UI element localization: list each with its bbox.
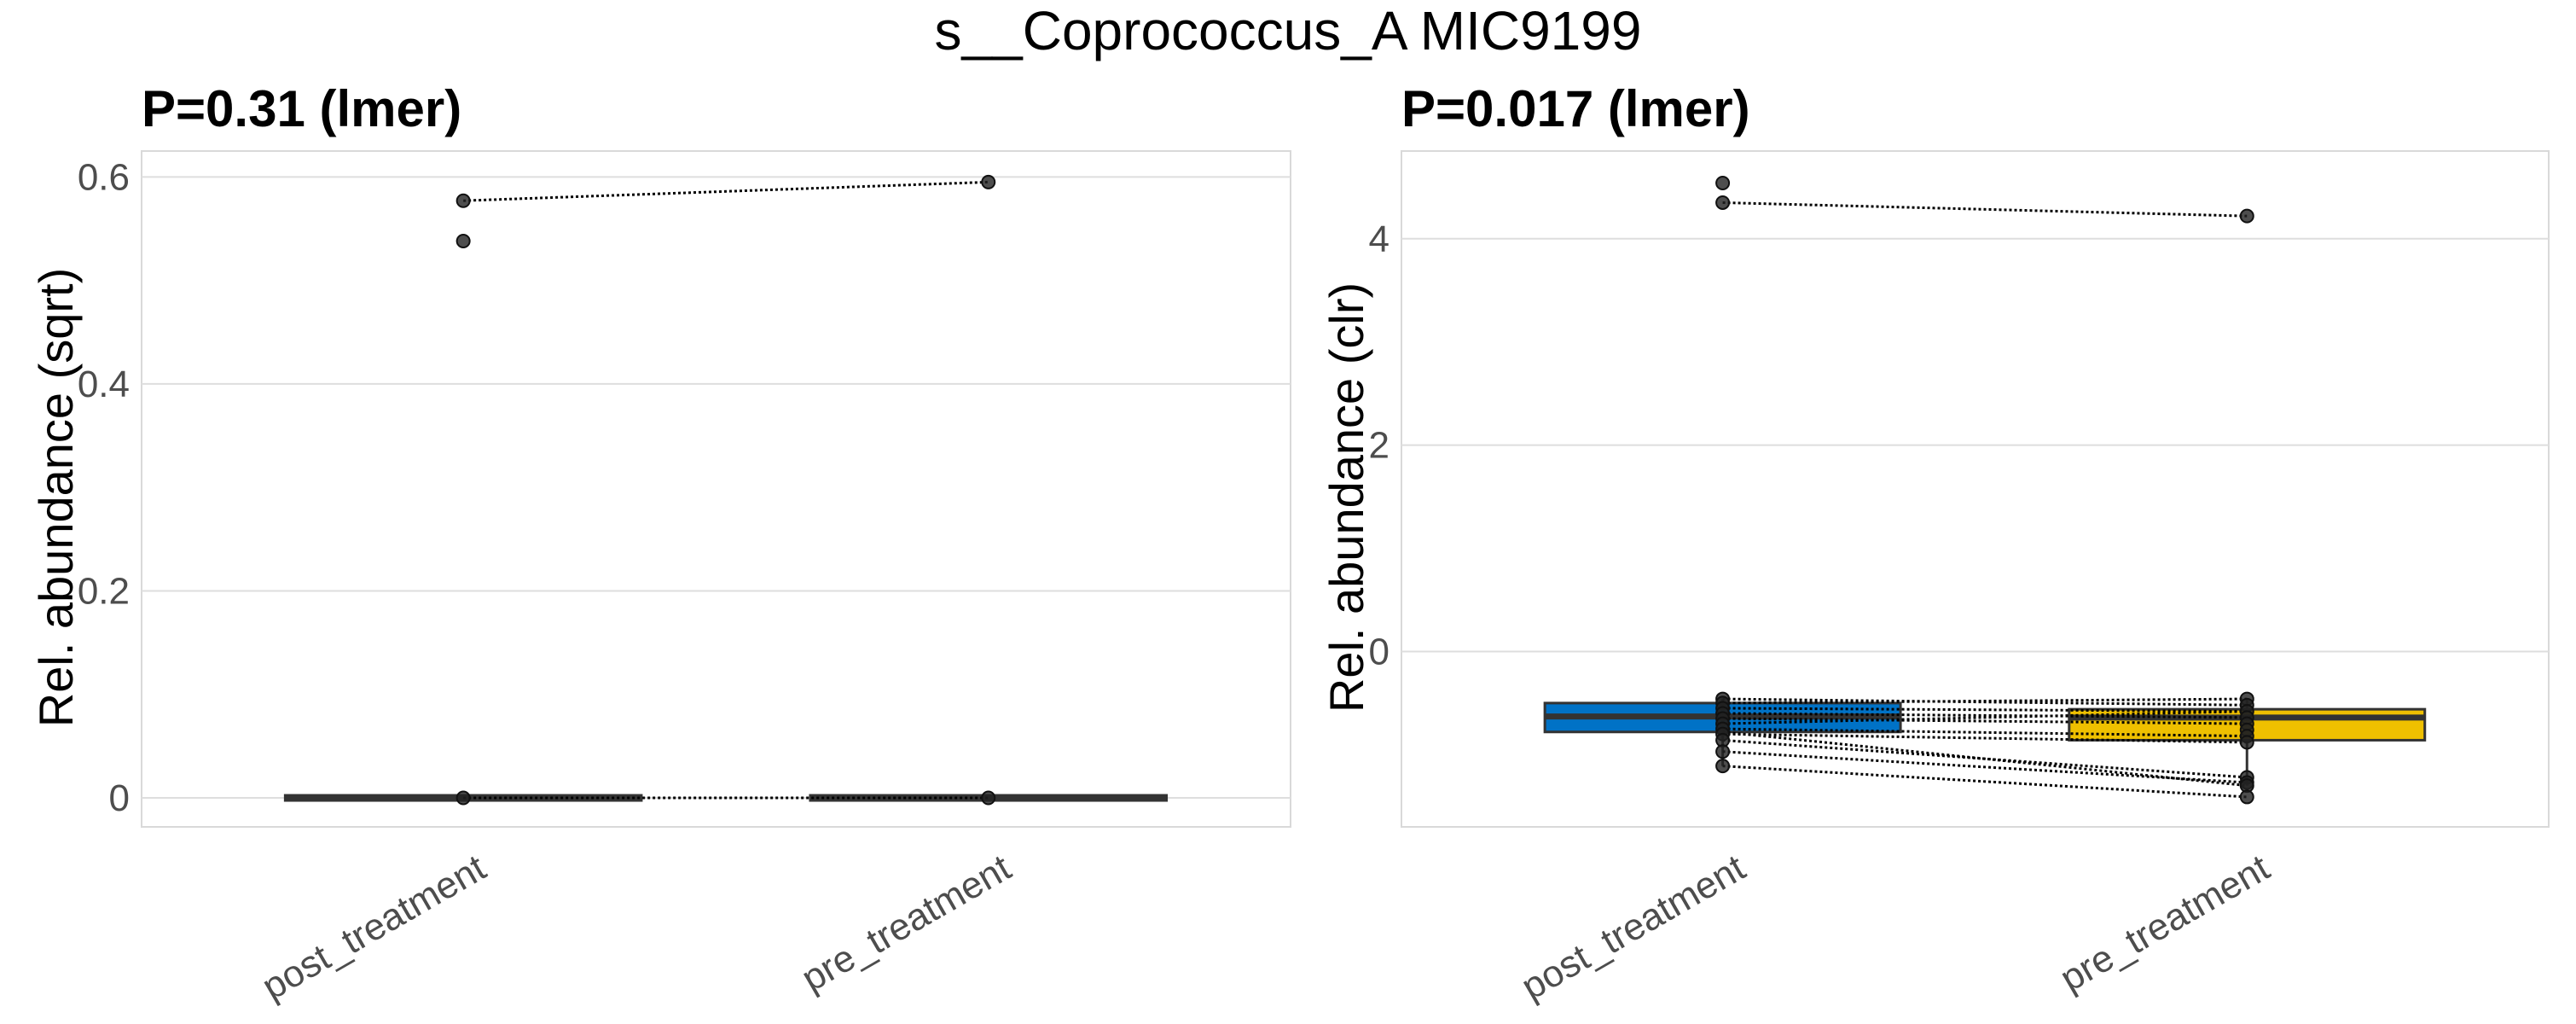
data-point	[1715, 195, 1731, 210]
y-tick-label: 0	[1369, 631, 1390, 672]
data-point	[455, 234, 471, 249]
pair-line	[1722, 730, 2248, 788]
y-tick-label: 4	[1369, 218, 1390, 260]
pair-line	[1722, 697, 2248, 705]
pair-line	[1722, 707, 2248, 713]
pair-line	[463, 180, 989, 202]
pair-line	[1722, 710, 2248, 725]
panel-title: P=0.31 (lmer)	[142, 80, 461, 137]
y-axis-label: Rel. abundance (clr)	[1320, 282, 1373, 713]
pair-line	[1722, 727, 2248, 738]
y-tick-label: 0.4	[78, 364, 130, 405]
x-tick-label: pre_treatment	[2053, 847, 2277, 999]
y-axis-label: Rel. abundance (sqrt)	[29, 268, 83, 728]
y-tick-label: 0.2	[78, 570, 130, 612]
x-tick-label: pre_treatment	[795, 847, 1018, 999]
data-point	[981, 174, 996, 189]
pair-line	[1722, 712, 2248, 719]
panel-frame	[141, 150, 1291, 828]
data-point	[455, 790, 471, 806]
data-point	[1715, 744, 1731, 759]
pair-line	[1722, 750, 2248, 784]
y-tick-label: 2	[1369, 425, 1390, 467]
data-point	[2239, 735, 2254, 750]
x-tick-label: post_treatment	[255, 847, 493, 1008]
pair-line	[1722, 201, 2248, 218]
pair-line	[1722, 765, 2248, 799]
figure-title: s__Coprococcus_A MIC9199	[935, 0, 1642, 61]
data-point	[1715, 175, 1731, 190]
data-point	[1715, 759, 1731, 774]
data-point	[2239, 789, 2254, 805]
panel-left: P=0.31 (lmer) 0 0.2 0.4 0.6 Rel. abundance (s…	[29, 80, 1291, 1008]
data-point	[981, 790, 996, 806]
panel-title: P=0.017 (lmer)	[1401, 80, 1750, 137]
panel-right: P=0.017 (lmer) 0 2 4 Rel. abundance (clr) pos…	[1320, 80, 2550, 1008]
pair-line	[1722, 717, 2248, 725]
y-tick-label: 0.6	[78, 156, 130, 198]
data-point	[2239, 208, 2254, 224]
y-tick-label: 0	[109, 777, 130, 819]
data-point	[455, 193, 471, 208]
x-tick-label: post_treatment	[1515, 847, 1753, 1008]
pair-line	[1722, 732, 2248, 744]
